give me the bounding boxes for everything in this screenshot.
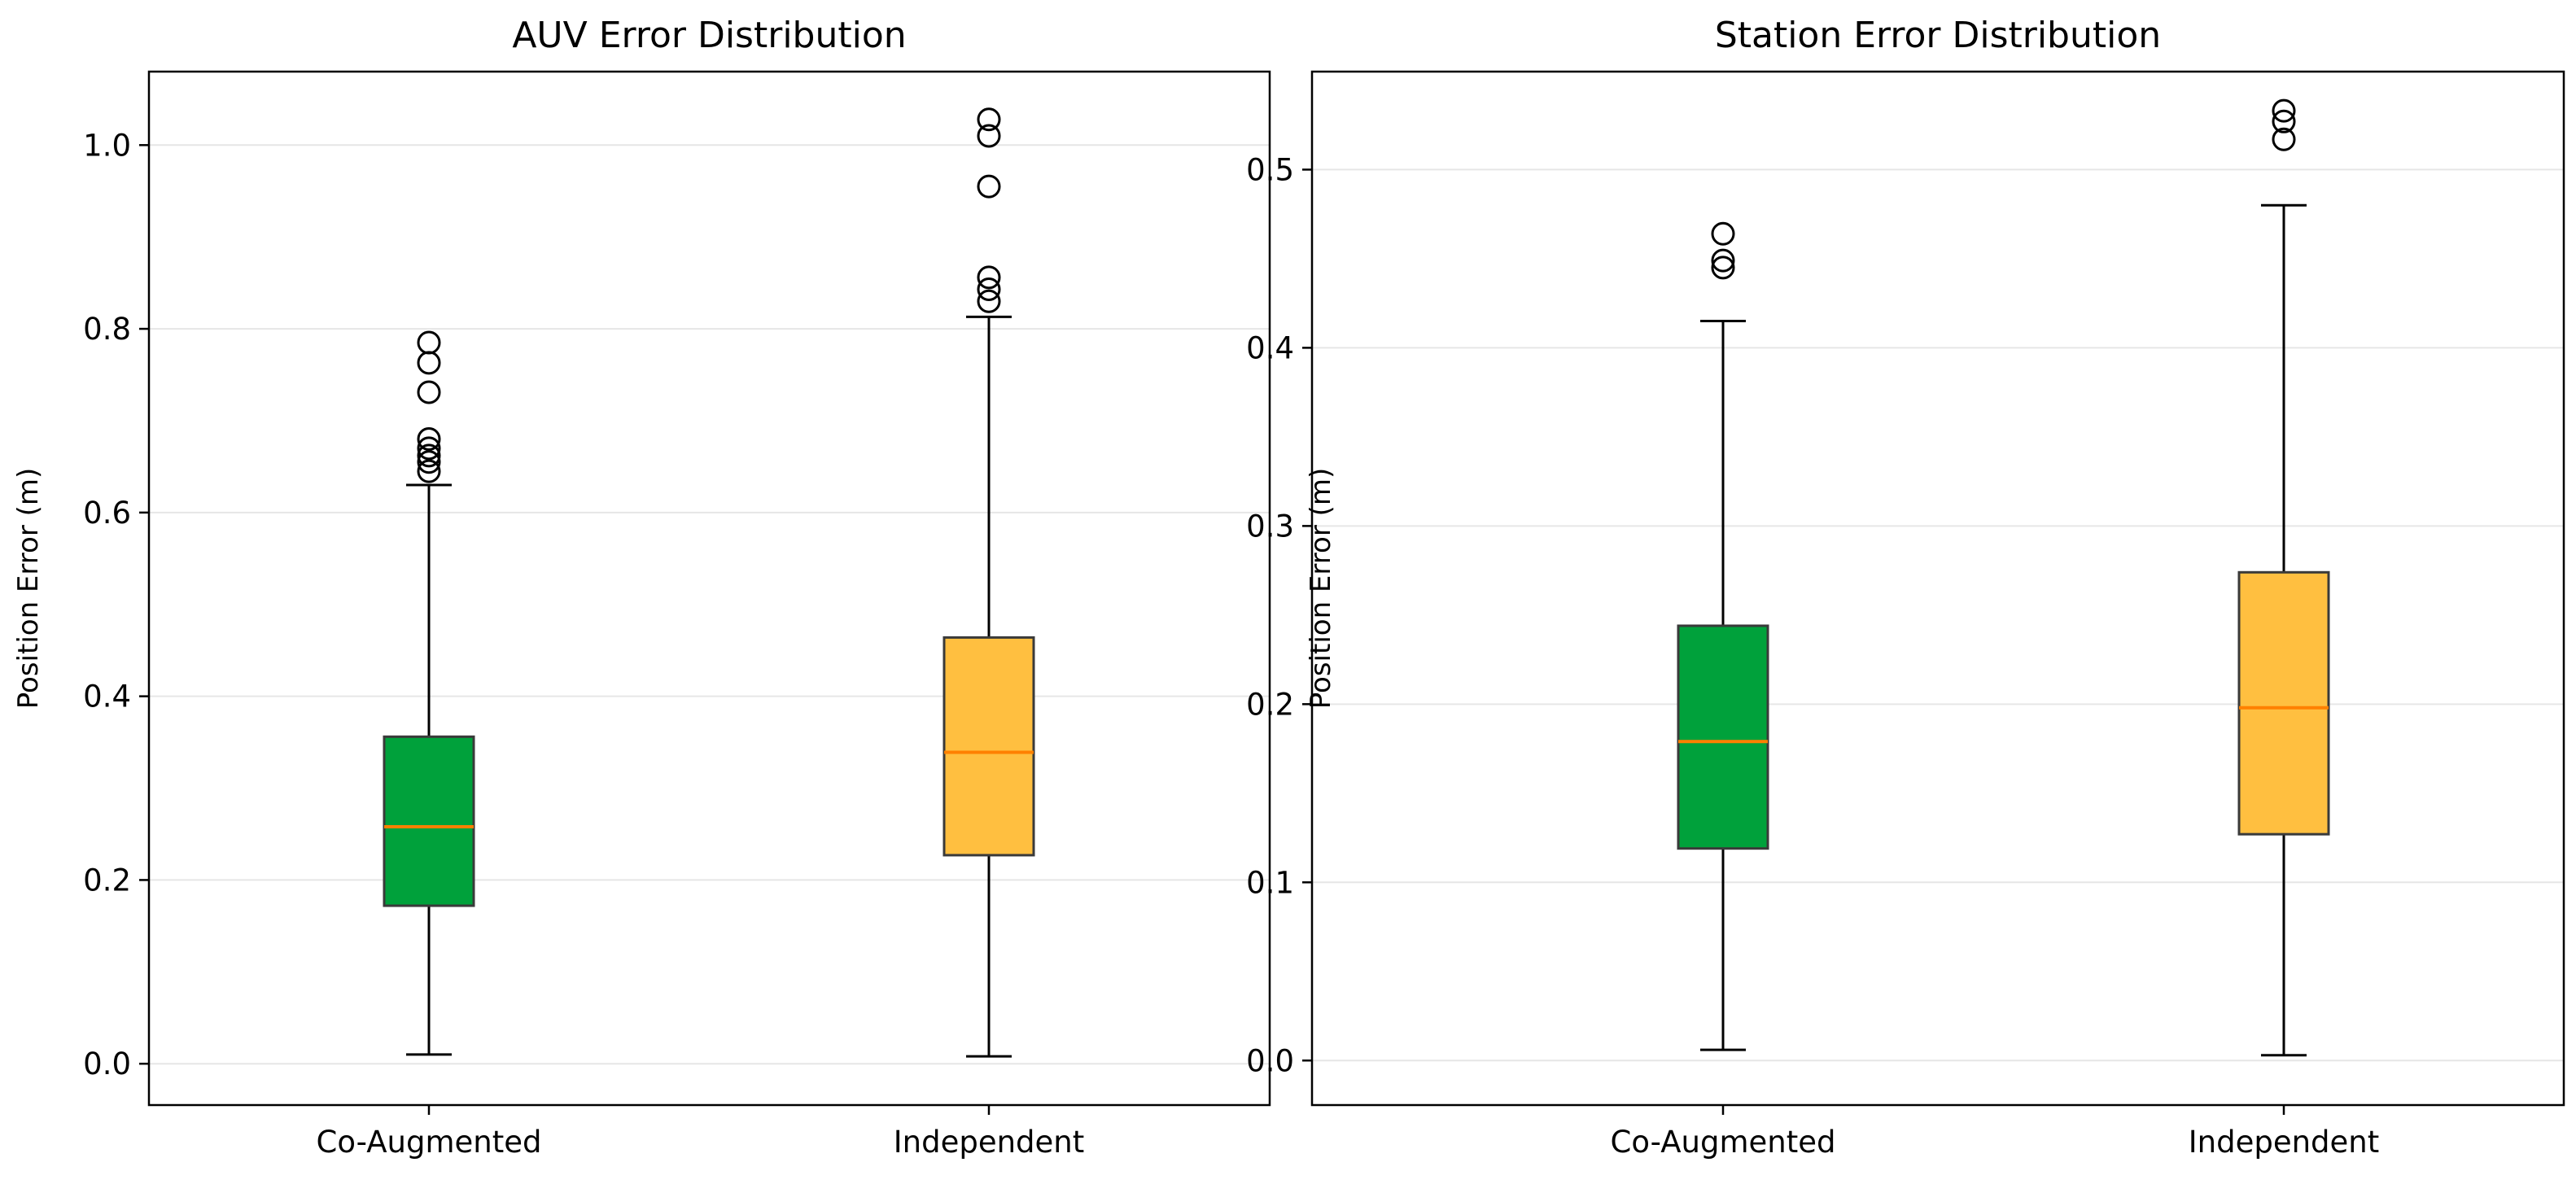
- y-tick-label: 0.4: [1246, 330, 1294, 365]
- station-error-panel: 0.0 0.1 0.2 0.3 0.4 0.5 Co-Augmented Independen…: [1246, 15, 2565, 1160]
- outlier-point: [417, 427, 441, 452]
- outlier-point: [417, 443, 441, 468]
- outlier-point: [417, 436, 441, 461]
- chart-title: Station Error Distribution: [1715, 15, 2161, 56]
- auv-error-panel: 0.0 0.2 0.4 0.6 0.8 1.0 Co-Augmented Independen…: [12, 15, 1271, 1160]
- iqr-box: [2237, 570, 2330, 836]
- iqr-box: [383, 735, 475, 907]
- outlier-point: [977, 174, 1001, 199]
- outlier-point: [1711, 256, 1735, 280]
- y-tick-label: 0.5: [1246, 152, 1294, 187]
- y-tick-label: 0.3: [1246, 509, 1294, 544]
- plot-frame: [147, 70, 1271, 1107]
- outlier-point: [977, 277, 1001, 302]
- plot-frame: [1310, 70, 2565, 1107]
- x-tick-label: Co-Augmented: [1611, 1125, 1836, 1160]
- iqr-box: [942, 636, 1035, 857]
- outlier-point: [2272, 127, 2296, 151]
- y-tick-label: 0.8: [83, 312, 131, 347]
- y-axis-label: Position Error (m): [12, 468, 45, 710]
- box-independent: [2237, 98, 2330, 1057]
- y-tick-label: 0.1: [1246, 865, 1294, 900]
- x-tick-label: Co-Augmented: [317, 1125, 542, 1160]
- y-axis-label: Position Error (m): [1305, 468, 1337, 710]
- y-tick-label: 0.0: [83, 1046, 131, 1081]
- y-tick-label: 0.4: [83, 679, 131, 714]
- iqr-box: [1677, 624, 1769, 850]
- y-tick-label: 0.0: [1246, 1043, 1294, 1078]
- x-tick-label: Independent: [894, 1125, 1085, 1160]
- box-co-augmented: [1677, 221, 1769, 1051]
- outlier-point: [417, 459, 441, 483]
- y-tick-label: 0.6: [83, 496, 131, 531]
- y-tick-label: 1.0: [83, 128, 131, 163]
- outlier-point: [977, 107, 1001, 132]
- outlier-point: [1711, 221, 1735, 246]
- outlier-point: [977, 289, 1001, 313]
- outlier-point: [417, 380, 441, 404]
- outlier-point: [977, 124, 1001, 148]
- outlier-point: [2272, 109, 2296, 133]
- box-co-augmented: [383, 330, 475, 1056]
- outlier-point: [417, 351, 441, 375]
- outlier-point: [417, 330, 441, 355]
- outlier-point: [417, 450, 441, 474]
- x-tick-label: Independent: [2189, 1125, 2380, 1160]
- box-independent: [942, 107, 1035, 1058]
- outlier-point: [977, 265, 1001, 290]
- y-tick-label: 0.2: [1246, 687, 1294, 722]
- y-tick-label: 0.2: [83, 863, 131, 898]
- chart-title: AUV Error Distribution: [512, 15, 906, 56]
- outlier-point: [2272, 98, 2296, 123]
- outlier-point: [1711, 248, 1735, 273]
